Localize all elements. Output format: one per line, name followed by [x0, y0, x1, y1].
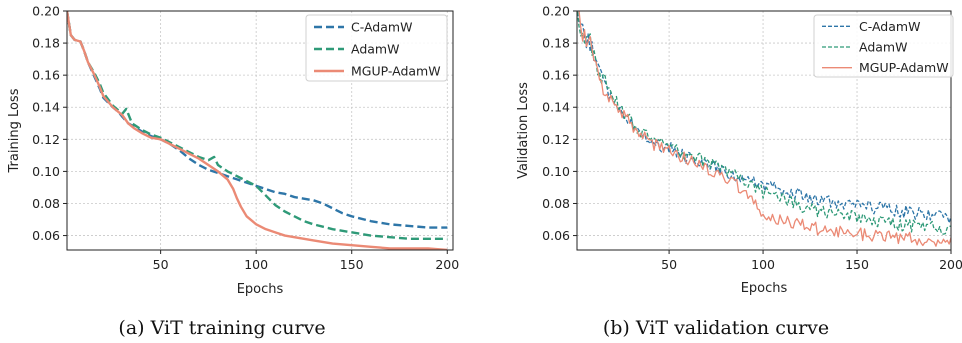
y-tick-label: 0.08 — [32, 196, 60, 211]
y-tick-label: 0.10 — [542, 164, 570, 179]
x-tick-label: 50 — [661, 257, 677, 272]
x-tick-label: 200 — [939, 257, 962, 272]
y-axis-label: Validation Loss — [516, 82, 531, 179]
x-tick-label: 150 — [340, 257, 364, 272]
x-tick-label: 100 — [244, 257, 268, 272]
series-line-adamw — [577, 11, 951, 235]
y-tick-label: 0.16 — [32, 68, 60, 83]
legend-label: C-AdamW — [351, 20, 412, 35]
y-tick-label: 0.20 — [32, 4, 60, 19]
x-tick-label: 100 — [751, 257, 775, 272]
x-tick-label: 50 — [153, 257, 169, 272]
y-tick-label: 0.14 — [32, 100, 60, 115]
series-line-mgup-adamw — [67, 11, 448, 250]
y-tick-label: 0.16 — [542, 68, 570, 83]
legend: C-AdamW AdamW MGUP-AdamW — [813, 14, 954, 78]
legend-label: AdamW — [859, 40, 907, 55]
y-tick-label: 0.12 — [542, 132, 570, 147]
legend-label: AdamW — [351, 42, 399, 57]
training-curve-panel: 50 100 150 200 0.06 0.08 0.10 0.12 0.14 0.16 0.18 0… — [7, 4, 459, 298]
caption-training-curve: (a) ViT training curve — [118, 317, 325, 339]
x-tick-label: 150 — [845, 257, 869, 272]
y-tick-label: 0.06 — [32, 228, 60, 243]
y-tick-label: 0.14 — [542, 100, 570, 115]
y-tick-label: 0.12 — [32, 132, 60, 147]
legend-box — [305, 14, 448, 82]
axes-frame — [66, 10, 454, 251]
legend-label: MGUP-AdamW — [859, 60, 949, 75]
x-axis-label: Epochs — [741, 281, 788, 296]
x-tick-label: 200 — [435, 257, 459, 272]
validation-curve-panel: 50 100 150 200 0.06 0.08 0.10 0.12 0.14 0.16 0.18 0… — [516, 4, 962, 297]
legend: C-AdamW AdamW MGUP-AdamW — [305, 14, 448, 82]
y-tick-label: 0.08 — [542, 196, 570, 211]
y-tick-label: 0.18 — [32, 36, 60, 51]
legend-label: MGUP-AdamW — [351, 64, 441, 79]
y-tick-label: 0.06 — [542, 228, 570, 243]
legend-box — [813, 14, 954, 78]
y-tick-label: 0.10 — [32, 164, 60, 179]
y-tick-label: 0.20 — [542, 4, 570, 19]
y-axis-label: Training Loss — [7, 88, 22, 173]
series-line-mgup-adamw — [578, 11, 951, 247]
x-axis-label: Epochs — [237, 282, 284, 297]
axes-frame — [576, 10, 952, 251]
caption-validation-curve: (b) ViT validation curve — [603, 317, 829, 339]
y-tick-label: 0.18 — [542, 36, 570, 51]
legend-label: C-AdamW — [859, 19, 920, 34]
